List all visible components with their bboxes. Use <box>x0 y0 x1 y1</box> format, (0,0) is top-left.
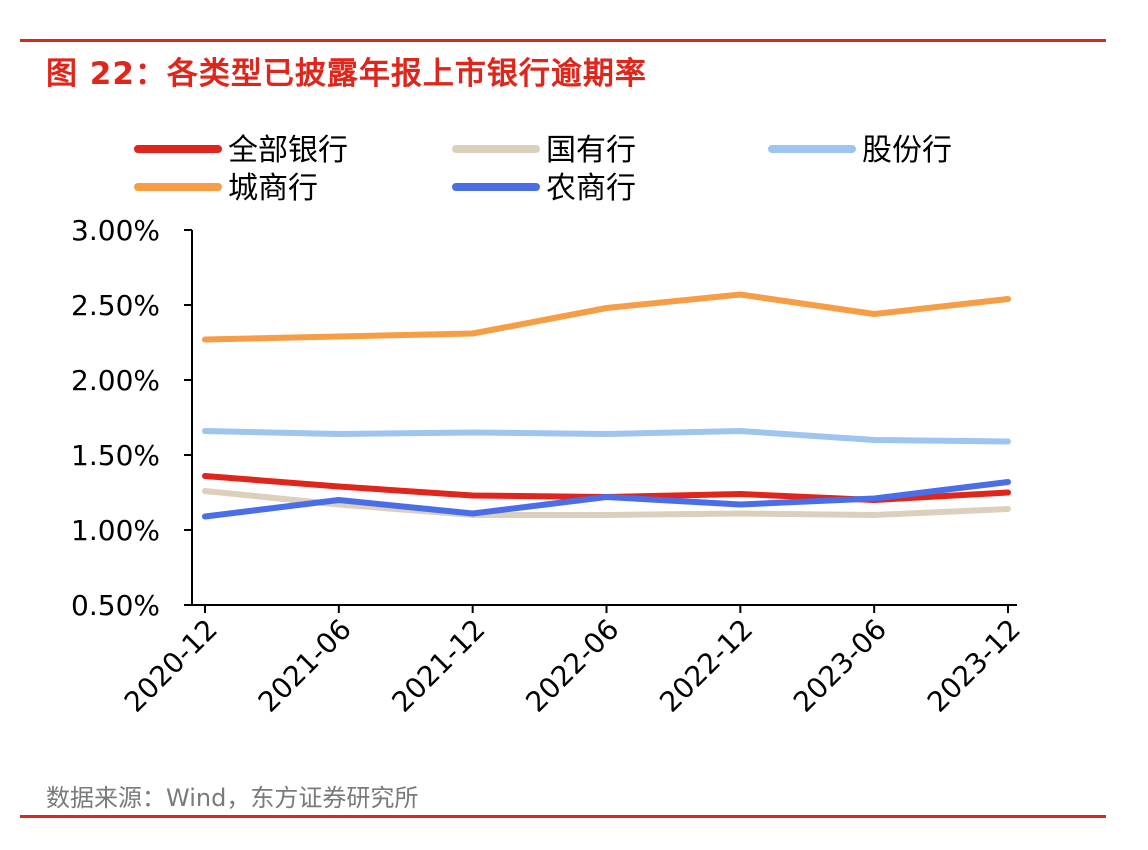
legend-label: 股份行 <box>862 133 952 168</box>
data-point <box>739 430 741 432</box>
y-tick-labels: 3.00% 2.50% 2.00% 1.50% 1.00% 0.50% <box>71 214 160 622</box>
data-point <box>873 439 875 441</box>
data-point <box>338 486 340 487</box>
source-note: 数据来源：Wind，东方证券研究所 <box>46 784 419 812</box>
y-tick-label: 0.50% <box>71 589 160 622</box>
x-tick-label: 2021-12 <box>386 613 492 719</box>
x-tick-label: 2022-06 <box>519 613 625 719</box>
data-point <box>1007 481 1009 483</box>
bottom-rule <box>20 815 1106 818</box>
data-point <box>1007 441 1009 442</box>
data-point <box>338 433 340 435</box>
data-point <box>472 432 474 433</box>
series-line-2 <box>202 428 1011 445</box>
series-lines <box>202 291 1011 520</box>
y-tick-label: 3.00% <box>71 214 160 247</box>
axes <box>184 229 1017 613</box>
data-point <box>1007 508 1009 510</box>
series-line-3 <box>202 291 1011 343</box>
figure-title: 图 22：各类型已披露年报上市银行逾期率 <box>46 56 647 92</box>
y-tick-label: 2.50% <box>71 289 160 322</box>
legend-label: 农商行 <box>546 171 636 206</box>
x-tick-label: 2020-12 <box>118 613 224 719</box>
data-point <box>204 475 206 477</box>
data-point <box>739 513 741 514</box>
data-point <box>204 430 206 432</box>
data-point <box>606 433 607 435</box>
data-point <box>606 307 607 309</box>
data-point <box>1007 492 1009 493</box>
data-point <box>873 514 875 516</box>
data-point <box>338 504 340 505</box>
data-point <box>1007 298 1009 300</box>
x-tick-labels: 2020-12 2021-06 2021-12 2022-06 2022-12 2023-… <box>118 613 1027 719</box>
data-point <box>873 313 875 315</box>
data-point <box>338 499 340 501</box>
legend-label: 国有行 <box>546 133 636 168</box>
data-point <box>472 333 474 334</box>
data-point <box>204 516 206 517</box>
data-point <box>739 294 741 295</box>
y-tick-label: 1.00% <box>71 514 160 547</box>
x-tick-label: 2023-06 <box>787 613 893 719</box>
data-point <box>472 495 474 496</box>
data-point <box>606 496 607 498</box>
data-point <box>873 498 875 499</box>
top-rule <box>20 39 1106 42</box>
x-tick-label: 2021-06 <box>252 613 358 719</box>
legend-label: 全部银行 <box>228 133 348 168</box>
data-point <box>606 514 607 516</box>
data-point <box>739 504 741 505</box>
y-tick-label: 1.50% <box>71 439 160 472</box>
x-tick-label: 2023-12 <box>921 613 1027 719</box>
y-tick-label: 2.00% <box>71 364 160 397</box>
legend-label: 城商行 <box>228 171 318 206</box>
x-tick-label: 2022-12 <box>653 613 759 719</box>
data-point <box>739 493 741 495</box>
data-point <box>204 490 206 492</box>
data-point <box>472 513 474 514</box>
data-point <box>338 336 340 337</box>
data-point <box>204 339 206 340</box>
